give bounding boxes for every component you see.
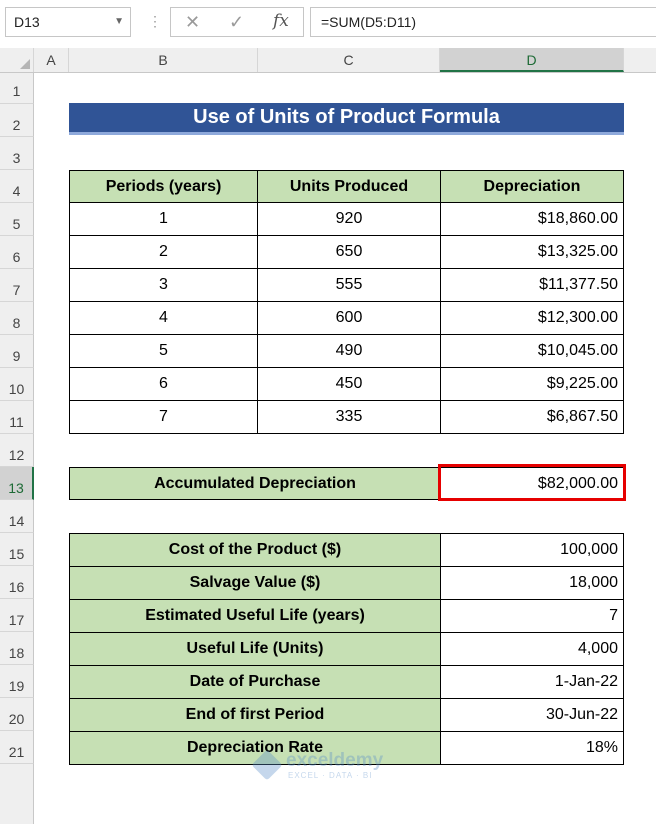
watermark: exceldemy EXCEL · DATA · BI: [251, 748, 406, 782]
row-header-2[interactable]: 2: [0, 104, 34, 137]
sheet-title[interactable]: Use of Units of Product Formula: [69, 103, 624, 135]
table-header[interactable]: Periods (years): [69, 170, 258, 203]
input-label-cell[interactable]: Date of Purchase: [69, 665, 441, 699]
period-cell[interactable]: 5: [69, 334, 258, 368]
input-label-cell[interactable]: Cost of the Product ($): [69, 533, 441, 567]
input-label-cell[interactable]: Useful Life (Units): [69, 632, 441, 666]
row-header-17[interactable]: 17: [0, 599, 34, 632]
row-header-6[interactable]: 6: [0, 236, 34, 269]
units-produced-cell[interactable]: 600: [257, 301, 441, 335]
watermark-name: exceldemy: [286, 750, 384, 771]
name-box-value: D13: [14, 14, 40, 30]
input-label-cell[interactable]: Salvage Value ($): [69, 566, 441, 600]
column-header-a[interactable]: A: [34, 48, 69, 72]
period-cell[interactable]: 3: [69, 268, 258, 302]
period-cell[interactable]: 1: [69, 202, 258, 236]
units-produced-cell[interactable]: 920: [257, 202, 441, 236]
table-header[interactable]: Units Produced: [257, 170, 441, 203]
input-value-cell[interactable]: 30-Jun-22: [440, 698, 624, 732]
watermark-tagline: EXCEL · DATA · BI: [288, 771, 373, 780]
input-label-cell[interactable]: Estimated Useful Life (years): [69, 599, 441, 633]
accumulated-depreciation-label[interactable]: Accumulated Depreciation: [69, 467, 441, 500]
depreciation-cell[interactable]: $13,325.00: [440, 235, 624, 269]
input-value-cell[interactable]: 18%: [440, 731, 624, 765]
depreciation-cell[interactable]: $11,377.50: [440, 268, 624, 302]
formula-text: =SUM(D5:D11): [321, 14, 417, 30]
more-icon[interactable]: ⋮: [148, 13, 162, 29]
active-cell-border: [438, 464, 626, 501]
formula-buttons: ✕ ✓ fx: [170, 7, 304, 37]
enter-icon[interactable]: ✓: [229, 12, 245, 32]
period-cell[interactable]: 6: [69, 367, 258, 401]
row-header-16[interactable]: 16: [0, 566, 34, 599]
formula-input[interactable]: =SUM(D5:D11): [310, 7, 656, 37]
cancel-icon[interactable]: ✕: [185, 12, 201, 32]
depreciation-cell[interactable]: $9,225.00: [440, 367, 624, 401]
row-header-8[interactable]: 8: [0, 302, 34, 335]
period-cell[interactable]: 4: [69, 301, 258, 335]
row-header-1[interactable]: 1: [0, 73, 34, 104]
column-header-c[interactable]: C: [258, 48, 440, 72]
name-box[interactable]: D13 ▼: [5, 7, 131, 37]
column-header-d[interactable]: D: [440, 48, 624, 72]
row-header-21[interactable]: 21: [0, 731, 34, 764]
input-value-cell[interactable]: 7: [440, 599, 624, 633]
row-header-20[interactable]: 20: [0, 698, 34, 731]
units-produced-cell[interactable]: 650: [257, 235, 441, 269]
formula-bar: D13 ▼ ⋮ ✕ ✓ fx =SUM(D5:D11): [0, 0, 656, 49]
row-header-4[interactable]: 4: [0, 170, 34, 203]
input-label-cell[interactable]: Depreciation Rate: [69, 731, 441, 765]
input-label-cell[interactable]: End of first Period: [69, 698, 441, 732]
row-header-15[interactable]: 15: [0, 533, 34, 566]
depreciation-cell[interactable]: $6,867.50: [440, 400, 624, 434]
depreciation-cell[interactable]: $12,300.00: [440, 301, 624, 335]
depreciation-cell[interactable]: $18,860.00: [440, 202, 624, 236]
exceldemy-logo-icon: [251, 749, 283, 781]
select-all-button[interactable]: [0, 48, 34, 72]
table-header[interactable]: Depreciation: [440, 170, 624, 203]
units-produced-cell[interactable]: 555: [257, 268, 441, 302]
row-header-12[interactable]: 12: [0, 434, 34, 467]
row-header-10[interactable]: 10: [0, 368, 34, 401]
period-cell[interactable]: 2: [69, 235, 258, 269]
input-value-cell[interactable]: 4,000: [440, 632, 624, 666]
row-header-19[interactable]: 19: [0, 665, 34, 698]
units-produced-cell[interactable]: 450: [257, 367, 441, 401]
units-produced-cell[interactable]: 490: [257, 334, 441, 368]
row-header-area: [0, 764, 34, 824]
row-header-13[interactable]: 13: [0, 467, 34, 500]
row-header-3[interactable]: 3: [0, 137, 34, 170]
units-produced-cell[interactable]: 335: [257, 400, 441, 434]
input-value-cell[interactable]: 1-Jan-22: [440, 665, 624, 699]
input-value-cell[interactable]: 18,000: [440, 566, 624, 600]
input-value-cell[interactable]: 100,000: [440, 533, 624, 567]
depreciation-cell[interactable]: $10,045.00: [440, 334, 624, 368]
function-icon[interactable]: fx: [273, 11, 289, 31]
row-header-18[interactable]: 18: [0, 632, 34, 665]
row-header-14[interactable]: 14: [0, 500, 34, 533]
row-header-7[interactable]: 7: [0, 269, 34, 302]
row-header-5[interactable]: 5: [0, 203, 34, 236]
row-header-9[interactable]: 9: [0, 335, 34, 368]
column-header-b[interactable]: B: [69, 48, 258, 72]
column-headers: A B C D: [0, 48, 656, 73]
period-cell[interactable]: 7: [69, 400, 258, 434]
chevron-down-icon[interactable]: ▼: [114, 16, 124, 27]
row-header-11[interactable]: 11: [0, 401, 34, 434]
